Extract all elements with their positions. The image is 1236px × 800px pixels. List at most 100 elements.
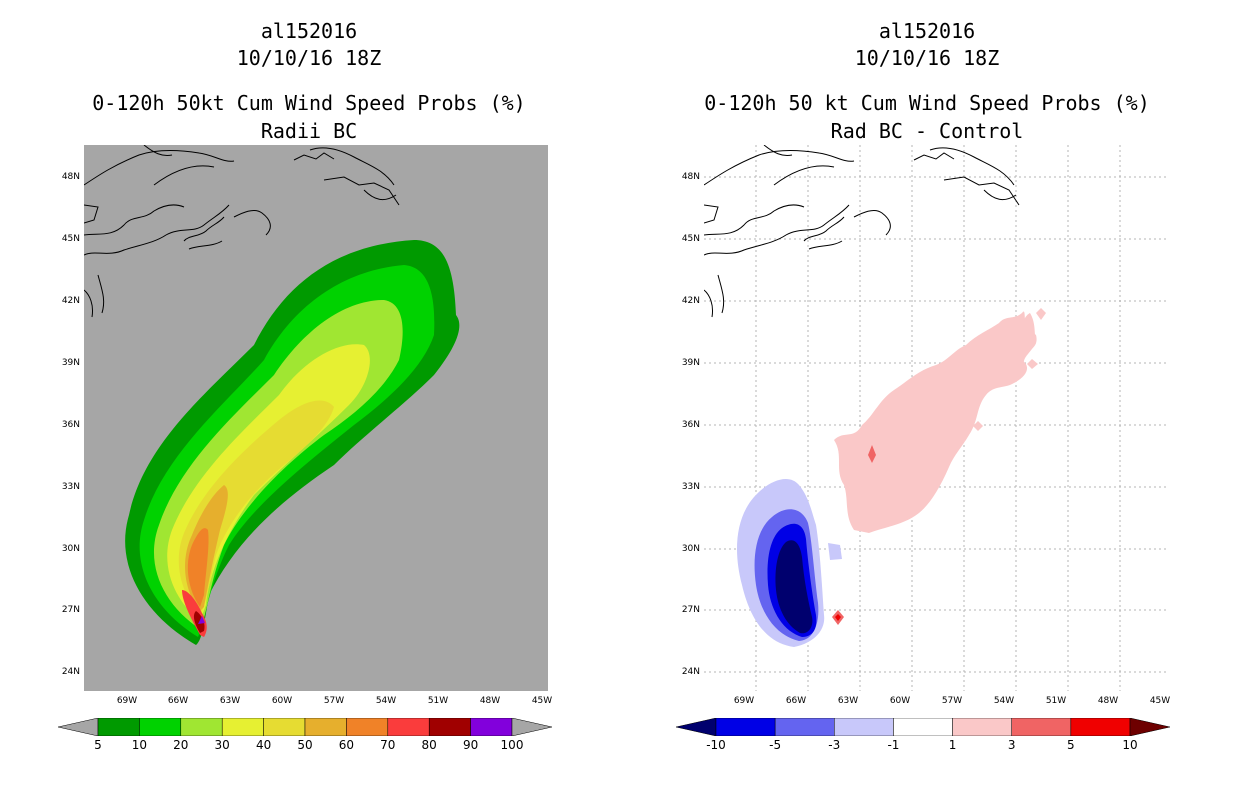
colorbar-segment — [893, 718, 953, 736]
colorbar-under-triangle — [58, 718, 99, 736]
colorbar-segment — [139, 718, 182, 736]
lon-label: 48W — [1097, 696, 1119, 706]
colorbar-segment — [834, 718, 894, 736]
product-title: 0-120h 50 kt Cum Wind Speed Probs (%) — [704, 91, 1150, 115]
lon-label: 60W — [271, 696, 293, 706]
contour-plus-5-dot — [835, 614, 841, 621]
colorbar-label: 5 — [1067, 738, 1075, 752]
lon-label: 57W — [323, 696, 345, 706]
lon-label: 51W — [427, 696, 449, 706]
contour-40 — [178, 400, 334, 615]
colorbar-label: 3 — [1007, 738, 1016, 752]
contour-plus-1-dot — [1027, 359, 1038, 369]
colorbar-segment — [1070, 718, 1131, 736]
contour-plus-1-dot — [973, 421, 983, 431]
colorbar-segment — [97, 718, 140, 736]
lat-label: 48N — [61, 172, 80, 182]
contour-90 — [198, 616, 205, 624]
lon-label: 63W — [837, 696, 859, 706]
lat-label: 39N — [681, 358, 700, 368]
contour-plus-1-patch — [1004, 330, 1037, 355]
lon-label: 54W — [993, 696, 1015, 706]
colorbar-label: -3 — [828, 738, 841, 752]
lon-label: 45W — [531, 696, 553, 706]
colorbar-segment — [221, 718, 264, 736]
colorbar-label: -10 — [706, 738, 726, 752]
colorbar-label: 5 — [94, 738, 102, 752]
lon-label: 57W — [941, 696, 963, 706]
lat-label: 48N — [681, 172, 700, 182]
colorbar-segment — [263, 718, 306, 736]
lat-label: 45N — [61, 234, 80, 244]
right-panel: al152016 10/10/16 18Z 0-120h 50 kt Cum W… — [618, 0, 1236, 800]
colorbar-segment — [1011, 718, 1072, 736]
lat-label: 39N — [61, 358, 80, 368]
lon-label: 69W — [116, 696, 138, 706]
lat-label: 45N — [681, 234, 700, 244]
colorbar-segment — [952, 718, 1012, 736]
probability-map — [84, 145, 548, 691]
contour-minus-1-patch — [828, 543, 842, 560]
lon-label: 69W — [733, 696, 755, 706]
colorbar-label: 1 — [948, 738, 957, 752]
lat-label: 42N — [61, 296, 80, 306]
lon-label: 60W — [889, 696, 911, 706]
colorbar-label: 10 — [131, 738, 148, 752]
colorbar-segment — [387, 718, 430, 736]
lat-label: 24N — [61, 667, 80, 677]
colorbar — [676, 718, 1170, 736]
colorbar — [58, 718, 552, 736]
colorbar-over-triangle — [511, 718, 552, 736]
colorbar-under-triangle — [676, 718, 717, 736]
colorbar-segment — [470, 718, 513, 736]
colorbar-label: 40 — [255, 738, 272, 752]
colorbar-label: -1 — [887, 738, 900, 752]
colorbar-label: 60 — [338, 738, 355, 752]
difference-map — [704, 145, 1168, 691]
colorbar-label: 90 — [462, 738, 479, 752]
lat-label: 36N — [681, 420, 700, 430]
colorbar-label: 100 — [500, 738, 524, 752]
contour-60 — [187, 528, 209, 607]
colorbar-label: 20 — [173, 738, 189, 752]
colorbar-label: 70 — [380, 738, 396, 752]
colorbar-over-triangle — [1129, 718, 1170, 736]
lon-label: 54W — [375, 696, 397, 706]
storm-id: al152016 — [260, 19, 358, 43]
colorbar-segment — [180, 718, 223, 736]
lon-label: 63W — [219, 696, 241, 706]
colorbar-label: 30 — [214, 738, 230, 752]
lat-label: 30N — [681, 544, 700, 554]
colorbar-segment — [304, 718, 347, 736]
lon-label: 66W — [785, 696, 807, 706]
lon-label: 66W — [167, 696, 189, 706]
colorbar-label: -5 — [769, 738, 782, 752]
colorbar-segment — [428, 718, 471, 736]
colorbar-label: 50 — [297, 738, 313, 752]
lat-label: 36N — [61, 420, 80, 430]
lat-label: 33N — [681, 482, 700, 492]
subtitle: Rad BC - Control — [830, 119, 1024, 143]
coastlines — [704, 145, 1020, 318]
lat-label: 30N — [61, 544, 80, 554]
lon-label: 48W — [479, 696, 501, 706]
left-panel: al152016 10/10/16 18Z 0-120h 50kt Cum Wi… — [58, 19, 553, 752]
lat-label: 24N — [681, 667, 700, 677]
lon-label: 45W — [1149, 696, 1171, 706]
contour-plus-3-dot — [868, 445, 876, 463]
colorbar-segment — [715, 718, 776, 736]
colorbar-label: 80 — [421, 738, 437, 752]
contour-plus-1 — [834, 311, 1030, 533]
colorbar-label: 10 — [1122, 738, 1138, 752]
coastlines — [84, 145, 400, 318]
colorbar-segment — [774, 718, 835, 736]
product-title: 0-120h 50kt Cum Wind Speed Probs (%) — [92, 91, 526, 115]
colorbar-segment — [346, 718, 389, 736]
lat-label: 27N — [681, 605, 700, 615]
datetime: 10/10/16 18Z — [854, 46, 1000, 70]
lat-label: 42N — [681, 296, 700, 306]
lat-label: 27N — [61, 605, 80, 615]
contour-plus-1-dot — [1036, 308, 1046, 320]
datetime: 10/10/16 18Z — [236, 46, 382, 70]
lat-label: 33N — [61, 482, 80, 492]
